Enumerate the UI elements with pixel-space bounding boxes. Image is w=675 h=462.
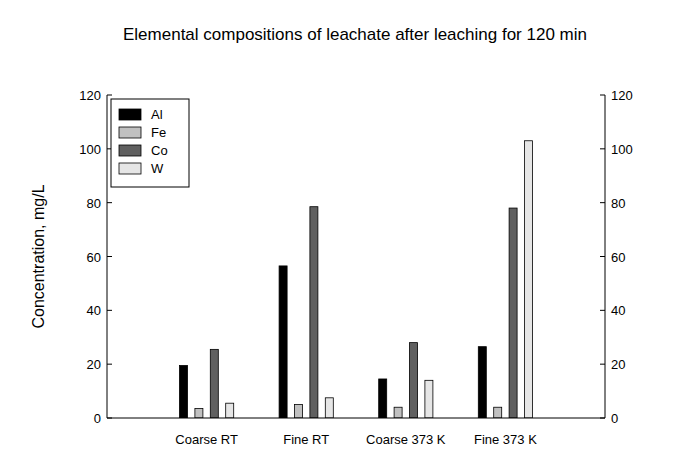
y2-tick-label: 20 (611, 357, 625, 372)
bar (279, 266, 287, 418)
bar (478, 347, 486, 418)
y2-tick (600, 95, 605, 96)
bar (325, 398, 333, 418)
y2-tick (600, 310, 605, 311)
y2-tick-label: 40 (611, 303, 625, 318)
y2-tick (600, 202, 605, 203)
legend-swatch (119, 109, 141, 120)
y-tick (107, 256, 112, 257)
x-axis-line (107, 418, 605, 419)
y-tick (107, 202, 112, 203)
bar (210, 349, 218, 418)
x-tick-label: Coarse RT (175, 432, 238, 447)
bar (425, 380, 433, 418)
y-tick-label: 60 (87, 250, 101, 265)
y2-tick (600, 148, 605, 149)
y-tick-label: 80 (87, 196, 101, 211)
y2-tick (600, 364, 605, 365)
legend-swatch (119, 127, 141, 138)
bar (509, 208, 517, 418)
bar (410, 343, 418, 418)
y-tick (107, 418, 112, 419)
legend-label: Co (151, 143, 168, 158)
y2-tick-label: 80 (611, 196, 625, 211)
bar (494, 407, 502, 418)
y2-tick-label: 0 (611, 411, 618, 426)
y2-tick-label: 100 (611, 142, 633, 157)
legend-label: Al (151, 107, 163, 122)
y-tick-label: 20 (87, 357, 101, 372)
bar (295, 405, 303, 418)
legend-label: Fe (151, 125, 166, 140)
y-tick (107, 95, 112, 96)
y-tick-label: 120 (79, 88, 101, 103)
bar (379, 379, 387, 418)
x-tick-label: Fine 373 K (474, 432, 537, 447)
legend-label: W (151, 161, 164, 176)
y-tick (107, 310, 112, 311)
bar (525, 141, 533, 418)
y2-tick-label: 120 (611, 88, 633, 103)
bar (226, 403, 234, 418)
bar (180, 366, 188, 418)
y-tick-label: 100 (79, 142, 101, 157)
bar (195, 409, 203, 418)
y2-tick (600, 256, 605, 257)
bar (394, 407, 402, 418)
legend-box (111, 99, 189, 187)
legend: Al Fe Co W (111, 99, 189, 187)
bar (310, 207, 318, 418)
y2-tick (600, 418, 605, 419)
background (0, 0, 675, 462)
y-tick-label: 40 (87, 303, 101, 318)
y-tick-label: 0 (94, 411, 101, 426)
x-tick-label: Fine RT (283, 432, 329, 447)
title: Elemental compositions of leachate after… (123, 25, 587, 44)
legend-swatch (119, 145, 141, 156)
bars (180, 141, 533, 418)
y-axis-label: Concentration, mg/L (30, 184, 47, 328)
y2-tick-label: 60 (611, 250, 625, 265)
x-tick-label: Coarse 373 K (366, 432, 446, 447)
legend-swatch (119, 163, 141, 174)
y-tick (107, 364, 112, 365)
chart: Elemental compositions of leachate after… (0, 0, 675, 462)
